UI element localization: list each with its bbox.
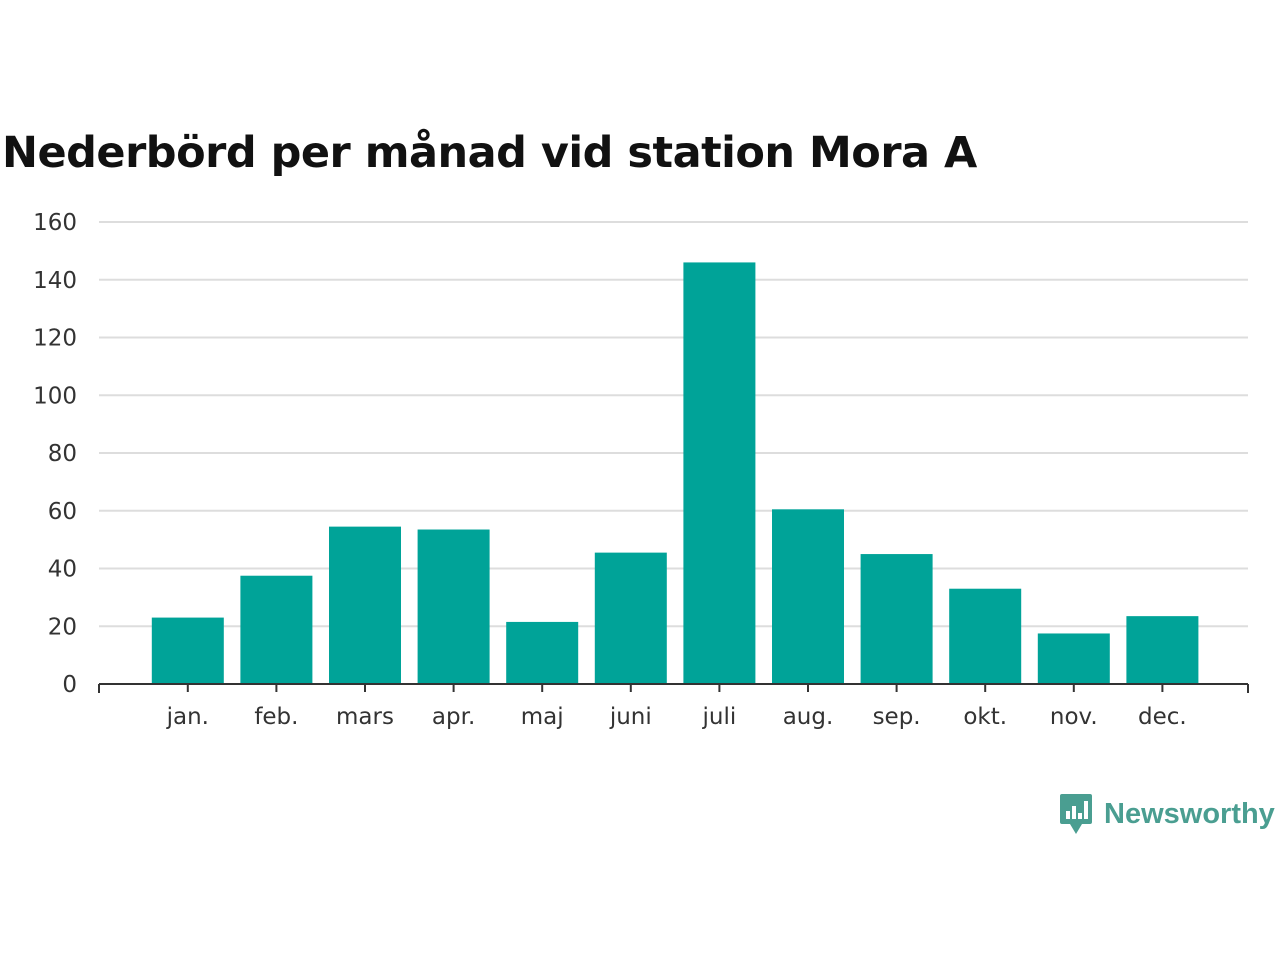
- gridlines: [99, 221, 1248, 628]
- x-tick-label: juli: [702, 704, 737, 730]
- y-tick-label: 100: [33, 383, 77, 409]
- bar: [683, 262, 756, 684]
- y-tick-label: 80: [48, 441, 77, 467]
- x-tick-label: apr.: [432, 704, 475, 730]
- y-tick-label: 40: [48, 557, 77, 583]
- x-tick-label: dec.: [1138, 704, 1187, 730]
- x-tick-label: jan.: [166, 704, 209, 730]
- newsworthy-logo-icon: [1060, 794, 1092, 834]
- x-tick-label: nov.: [1050, 704, 1098, 730]
- y-axis-labels: 0 20 40 60 80 100 120 140 160: [33, 210, 77, 698]
- bar: [772, 509, 844, 684]
- y-tick-label: 160: [33, 210, 77, 236]
- bar: [240, 575, 313, 684]
- bar: [329, 526, 401, 684]
- x-tick-label: feb.: [254, 704, 298, 730]
- chart-title: Nederbörd per månad vid station Mora A: [2, 128, 977, 178]
- y-tick-label: 140: [33, 268, 77, 294]
- x-axis-labels: jan. feb. mars apr. maj juni juli aug. sep. okt. n…: [166, 704, 1187, 730]
- bar: [594, 552, 667, 684]
- x-tick-label: mars: [336, 704, 394, 730]
- bar: [417, 529, 490, 684]
- bar: [949, 588, 1022, 684]
- x-tick-label: okt.: [963, 704, 1007, 730]
- y-tick-label: 0: [62, 672, 77, 698]
- brand-name: Newsworthy: [1104, 797, 1275, 830]
- bar: [1126, 616, 1199, 684]
- x-tick-label: aug.: [783, 704, 834, 730]
- y-tick-label: 60: [48, 499, 77, 525]
- x-tick-label: maj: [521, 704, 564, 730]
- y-tick-label: 120: [33, 326, 77, 352]
- bar: [151, 617, 224, 684]
- x-axis: [98, 683, 1249, 693]
- x-tick-label: juni: [609, 704, 652, 730]
- bar: [860, 554, 933, 684]
- brand-logo: Newsworthy: [1058, 792, 1275, 836]
- bars: [151, 262, 1199, 684]
- bar: [1037, 633, 1110, 684]
- bar: [506, 621, 579, 684]
- x-tick-label: sep.: [873, 704, 921, 730]
- y-tick-label: 20: [48, 614, 77, 640]
